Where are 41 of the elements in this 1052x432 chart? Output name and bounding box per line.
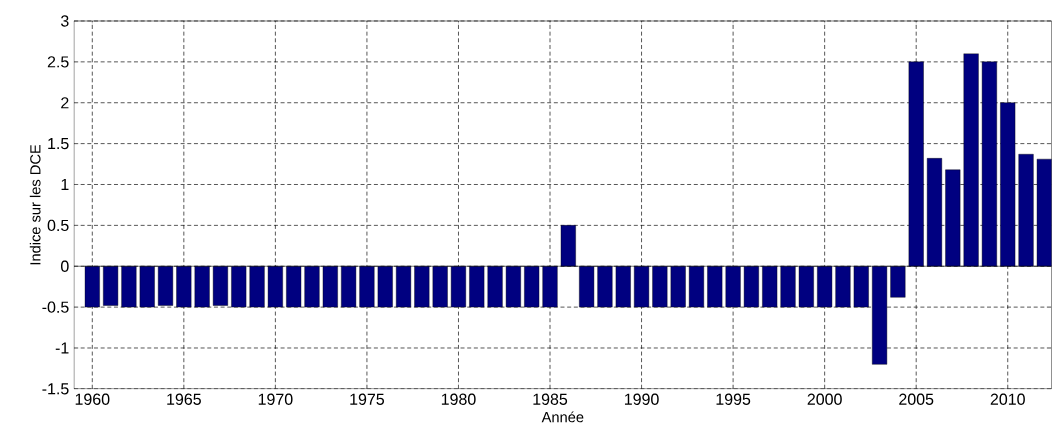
y-tick-label: 0 (61, 260, 69, 272)
y-tick-label: 1.5 (48, 138, 69, 150)
y-tick-label: 2.5 (47, 56, 69, 68)
bar (249, 266, 265, 308)
y-tick-label: -1 (55, 342, 69, 354)
x-tick-label: 2010 (990, 393, 1025, 405)
bar (414, 266, 430, 308)
y-tick-label: -0.5 (42, 301, 69, 313)
x-tick-label: 1995 (716, 393, 751, 405)
bar (963, 53, 979, 267)
x-tick-label: 1965 (167, 393, 201, 405)
y-tick-label: 2 (61, 97, 69, 109)
bar (652, 266, 668, 308)
bar (542, 266, 558, 308)
y-tick-label: 1 (61, 179, 69, 191)
x-tick-label: 1980 (441, 393, 476, 405)
x-tick-label: 1970 (258, 393, 293, 405)
bar (432, 266, 448, 308)
bar (304, 266, 320, 308)
bar (835, 266, 851, 308)
x-tick-label: 1975 (350, 393, 385, 405)
y-tick-label: -1.5 (42, 383, 69, 395)
x-axis-title: Année (541, 411, 584, 423)
bar (194, 266, 210, 308)
y-tick-label: 3 (60, 15, 69, 27)
y-axis-title: Indice sur les DCE (29, 144, 41, 265)
bar (780, 266, 796, 308)
bar (359, 266, 375, 308)
x-tick-label: 1990 (624, 393, 659, 405)
bar (121, 266, 137, 308)
bar (176, 266, 192, 308)
bar (725, 266, 741, 308)
bar (597, 266, 613, 308)
x-tick-label: 1960 (75, 393, 110, 405)
bar (1018, 154, 1034, 267)
x-tick-label: 2000 (807, 393, 842, 405)
x-tick-label: 2005 (899, 393, 934, 405)
bar (890, 266, 906, 298)
x-tick-label: 1985 (533, 393, 568, 405)
bar (487, 266, 503, 308)
y-tick-label: 0.5 (47, 219, 69, 232)
